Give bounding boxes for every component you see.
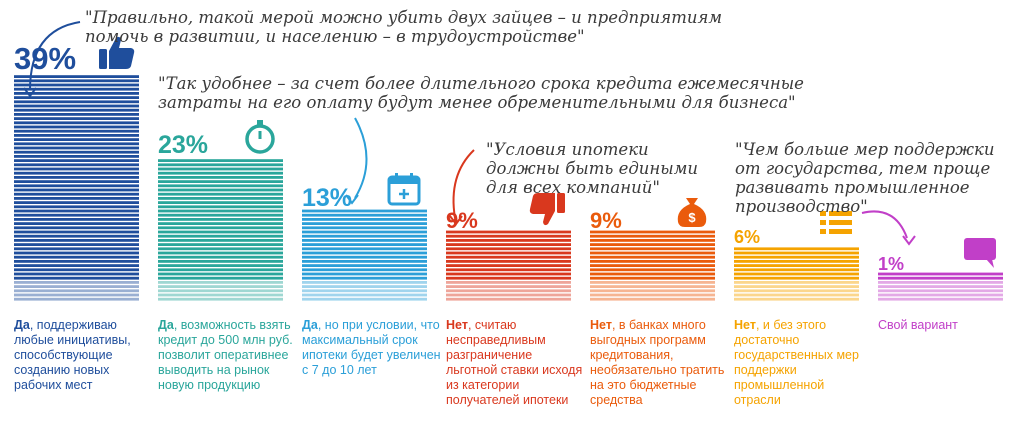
bar-4	[446, 230, 571, 301]
option-lead: Да	[14, 318, 30, 332]
value-label-2: 23%	[158, 131, 209, 160]
option-text: , возможность взять кредит до 500 млн ру…	[158, 318, 293, 392]
bar-2	[158, 159, 283, 301]
option-text: , но при условии, что максимальный срок …	[302, 318, 441, 377]
option-text: , в банках много выгодных программ креди…	[590, 318, 725, 407]
quote-arrow-4	[861, 210, 916, 246]
option-lead: Да	[302, 318, 318, 332]
quote-arrow-2	[345, 117, 368, 205]
value-label-6: 6%	[734, 227, 761, 248]
quote-1: "Правильно, такой мерой можно убить двух…	[85, 8, 723, 46]
thumbs-down-icon	[529, 192, 565, 225]
value-label-3: 13%	[302, 183, 353, 212]
option-text: Свой вариант	[878, 318, 958, 332]
list-icon	[820, 211, 852, 235]
money-bag-icon: $	[677, 197, 707, 227]
option-label-5: Нет, в банках много выгодных программ кр…	[590, 318, 730, 408]
bar-6	[734, 247, 859, 301]
value-label-4: 9%	[446, 207, 478, 233]
calendar-icon	[387, 172, 421, 206]
option-lead: Нет	[590, 318, 612, 332]
value-label-5: 9%	[590, 207, 622, 233]
option-lead: Да	[158, 318, 174, 332]
option-label-4: Нет, считаю несправедливым разграничение…	[446, 318, 586, 408]
quote-2: "Так удобнее – за счет более длительного…	[158, 74, 804, 112]
value-label-1: 39%	[14, 40, 77, 76]
option-label-2: Да, возможность взять кредит до 500 млн …	[158, 318, 298, 393]
option-lead: Нет	[734, 318, 756, 332]
option-label-3: Да, но при условии, что максимальный сро…	[302, 318, 442, 378]
option-text: , считаю несправедливым разграничение ль…	[446, 318, 583, 407]
speech-bubble-icon	[964, 237, 996, 268]
stopwatch-icon	[245, 120, 275, 154]
quote-arrow-1	[23, 21, 81, 98]
svg-text:$: $	[688, 210, 696, 225]
bar-1	[14, 75, 139, 301]
option-text: , поддерживаю любые инициативы, способст…	[14, 318, 131, 392]
quote-3: "Условия ипотеки должны быть едиными для…	[486, 140, 699, 197]
option-label-7: Свой вариант	[878, 318, 1010, 333]
quote-arrow-3	[449, 149, 475, 226]
option-lead: Нет	[446, 318, 468, 332]
thumbs-up-icon	[99, 36, 135, 69]
option-label-1: Да, поддерживаю любые инициативы, способ…	[14, 318, 154, 393]
option-text: , и без этого достаточно государственных…	[734, 318, 859, 407]
bar-3	[302, 209, 427, 301]
quote-4: "Чем больше мер поддержки от государства…	[735, 140, 995, 216]
value-label-7: 1%	[878, 253, 905, 274]
bar-7	[878, 272, 1003, 301]
option-label-6: Нет, и без этого достаточно государствен…	[734, 318, 874, 408]
bar-5	[590, 230, 715, 301]
